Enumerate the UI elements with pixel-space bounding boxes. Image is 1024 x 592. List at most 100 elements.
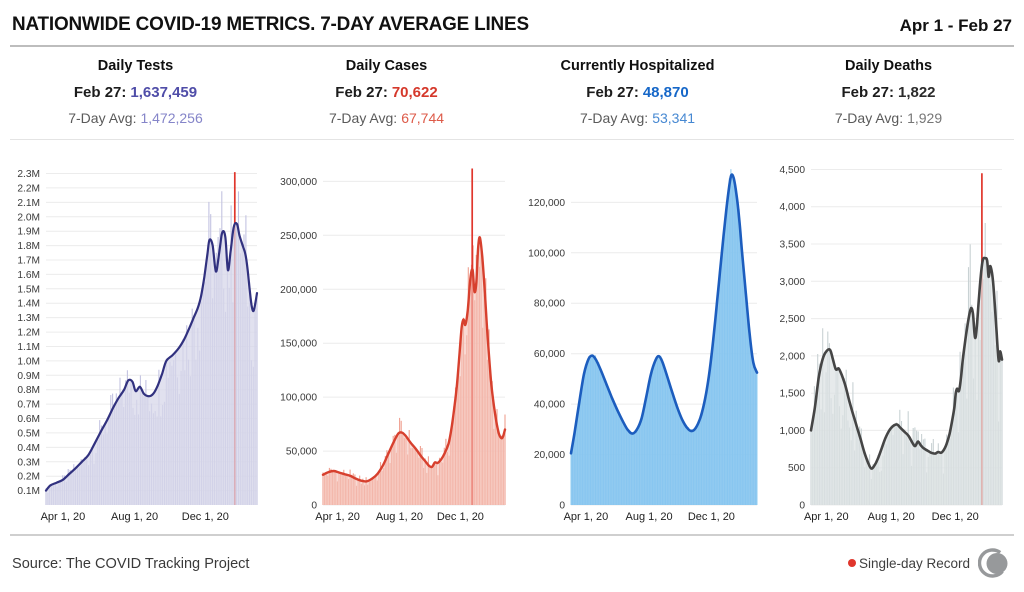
header: NATIONWIDE COVID-19 METRICS. 7-DAY AVERA… bbox=[10, 0, 1014, 47]
svg-text:1.6M: 1.6M bbox=[17, 270, 40, 281]
svg-text:Apr 1, 20: Apr 1, 20 bbox=[564, 511, 609, 523]
svg-text:20,000: 20,000 bbox=[534, 450, 565, 461]
footer-legend: Single-day Record bbox=[847, 546, 1012, 580]
svg-text:Dec 1, 20: Dec 1, 20 bbox=[182, 511, 229, 523]
panel-latest-value: 1,822 bbox=[897, 84, 936, 101]
panel-date-label: Feb 27: bbox=[586, 84, 639, 101]
svg-text:0: 0 bbox=[799, 501, 805, 512]
chart-hospitalized: 0 20,000 40,000 60,000 80,000 100,000 120,000 A… bbox=[517, 152, 769, 532]
svg-text:Apr 1, 20: Apr 1, 20 bbox=[41, 511, 86, 523]
daily-cases-area-chart: 0 50,000 100,000 150,000 200,000 250,000 300,0… bbox=[280, 168, 507, 523]
chart-daily-tests: 0.1M 0.2M 0.3M 0.4M 0.5M 0.6M 0.7M 0.8M 0.9M 1.0M… bbox=[10, 152, 269, 532]
svg-text:0.9M: 0.9M bbox=[17, 371, 40, 382]
svg-text:2,000: 2,000 bbox=[780, 351, 806, 362]
single-day-record-legend: Single-day Record bbox=[847, 555, 970, 571]
svg-text:2.0M: 2.0M bbox=[17, 212, 40, 223]
svg-text:2.3M: 2.3M bbox=[17, 169, 40, 180]
svg-text:150,000: 150,000 bbox=[280, 339, 317, 350]
svg-text:80,000: 80,000 bbox=[534, 299, 565, 310]
svg-text:Aug 1, 20: Aug 1, 20 bbox=[626, 511, 673, 523]
svg-text:Aug 1, 20: Aug 1, 20 bbox=[111, 511, 158, 523]
svg-text:2.2M: 2.2M bbox=[17, 183, 40, 194]
area-fill bbox=[571, 174, 757, 505]
avg-line bbox=[569, 173, 759, 455]
page-title: NATIONWIDE COVID-19 METRICS. 7-DAY AVERA… bbox=[12, 13, 529, 35]
y-axis: 0.1M 0.2M 0.3M 0.4M 0.5M 0.6M 0.7M 0.8M 0.9M 1.0M… bbox=[17, 169, 257, 497]
date-range: Apr 1 - Feb 27 bbox=[899, 16, 1012, 35]
svg-text:0.1M: 0.1M bbox=[17, 486, 40, 497]
stat-panel-hospitalized: Currently Hospitalized Feb 27: 48,870 7-D… bbox=[512, 58, 763, 126]
svg-text:1.9M: 1.9M bbox=[17, 227, 40, 238]
stats-row: Daily Tests Feb 27: 1,637,459 7-Day Avg: 1… bbox=[10, 47, 1014, 140]
svg-text:0: 0 bbox=[559, 501, 565, 512]
svg-text:1.8M: 1.8M bbox=[17, 241, 40, 252]
svg-text:Dec 1, 20: Dec 1, 20 bbox=[437, 511, 484, 523]
charts-row: 0.1M 0.2M 0.3M 0.4M 0.5M 0.6M 0.7M 0.8M 0.9M 1.0M… bbox=[10, 140, 1014, 532]
svg-text:1.2M: 1.2M bbox=[17, 328, 40, 339]
daily-deaths-area-chart: 0 500 1,000 1,500 2,000 2,500 3,000 3,500 4,000 4… bbox=[780, 165, 1004, 523]
panel-avg-label: 7-Day Avg: bbox=[579, 110, 649, 126]
svg-text:Apr 1, 20: Apr 1, 20 bbox=[315, 511, 360, 523]
svg-text:Apr 1, 20: Apr 1, 20 bbox=[804, 511, 849, 523]
svg-text:0.5M: 0.5M bbox=[17, 428, 40, 439]
svg-text:Aug 1, 20: Aug 1, 20 bbox=[376, 511, 423, 523]
svg-text:Dec 1, 20: Dec 1, 20 bbox=[932, 511, 979, 523]
x-axis: Apr 1, 20 Aug 1, 20 Dec 1, 20 bbox=[564, 511, 735, 523]
svg-text:100,000: 100,000 bbox=[528, 248, 565, 259]
svg-text:2,500: 2,500 bbox=[780, 314, 806, 325]
panel-date-label: Feb 27: bbox=[73, 84, 127, 101]
x-axis: Apr 1, 20 Aug 1, 20 Dec 1, 20 bbox=[804, 511, 979, 523]
panel-avg-label: 7-Day Avg: bbox=[328, 110, 398, 126]
svg-text:0.2M: 0.2M bbox=[17, 472, 40, 483]
svg-text:300,000: 300,000 bbox=[280, 177, 317, 188]
source-credit: Source: The COVID Tracking Project bbox=[12, 554, 250, 572]
svg-text:1.5M: 1.5M bbox=[17, 284, 40, 295]
record-dot-icon bbox=[847, 559, 856, 567]
svg-text:4,500: 4,500 bbox=[780, 165, 806, 176]
x-axis: Apr 1, 20 Aug 1, 20 Dec 1, 20 bbox=[315, 511, 484, 523]
svg-text:Dec 1, 20: Dec 1, 20 bbox=[688, 511, 735, 523]
svg-text:0.4M: 0.4M bbox=[17, 443, 40, 454]
panel-latest-value: 48,870 bbox=[642, 84, 689, 101]
svg-text:1.1M: 1.1M bbox=[17, 342, 40, 353]
stat-panel-daily-cases: Daily Cases Feb 27: 70,622 7-Day Avg: 67,7… bbox=[261, 58, 512, 126]
svg-text:0.7M: 0.7M bbox=[17, 400, 40, 411]
panel-title: Daily Cases bbox=[345, 58, 428, 74]
svg-text:500: 500 bbox=[788, 463, 805, 474]
svg-text:3,500: 3,500 bbox=[780, 240, 806, 251]
area-fill bbox=[811, 257, 1002, 505]
svg-text:0: 0 bbox=[311, 501, 317, 512]
avg-line bbox=[44, 221, 259, 492]
footer: Source: The COVID Tracking Project Singl… bbox=[10, 534, 1014, 580]
panel-avg-label: 7-Day Avg: bbox=[68, 110, 137, 126]
area-fill bbox=[46, 223, 257, 505]
panel-title: Daily Deaths bbox=[844, 58, 933, 74]
svg-text:120,000: 120,000 bbox=[528, 198, 565, 209]
panel-avg-value: 67,744 bbox=[401, 110, 445, 126]
hospitalized-area-chart: 0 20,000 40,000 60,000 80,000 100,000 120,000 A… bbox=[528, 169, 759, 523]
svg-text:3,000: 3,000 bbox=[780, 277, 806, 288]
panel-date-label: Feb 27: bbox=[841, 84, 894, 101]
covid-metrics-dashboard: NATIONWIDE COVID-19 METRICS. 7-DAY AVERA… bbox=[10, 0, 1014, 580]
avg-line bbox=[321, 236, 507, 483]
stat-panel-daily-tests: Daily Tests Feb 27: 1,637,459 7-Day Avg: 1… bbox=[10, 58, 261, 126]
panel-title: Daily Tests bbox=[97, 58, 174, 74]
record-legend-label: Single-day Record bbox=[858, 555, 970, 571]
svg-text:60,000: 60,000 bbox=[534, 349, 565, 360]
svg-text:0.6M: 0.6M bbox=[17, 414, 40, 425]
svg-text:1.4M: 1.4M bbox=[17, 299, 40, 310]
avg-line bbox=[809, 256, 1004, 470]
daily-tests-area-chart: 0.1M 0.2M 0.3M 0.4M 0.5M 0.6M 0.7M 0.8M 0.9M 1.0M… bbox=[17, 169, 259, 523]
svg-text:1.3M: 1.3M bbox=[17, 313, 40, 324]
panel-avg-value: 53,341 bbox=[652, 110, 696, 126]
svg-text:Aug 1, 20: Aug 1, 20 bbox=[868, 511, 915, 523]
svg-text:2.1M: 2.1M bbox=[17, 198, 40, 209]
svg-text:1,000: 1,000 bbox=[780, 426, 806, 437]
covid-tracking-project-logo-icon bbox=[978, 548, 1008, 578]
svg-text:1.0M: 1.0M bbox=[17, 356, 40, 367]
x-axis: Apr 1, 20 Aug 1, 20 Dec 1, 20 bbox=[41, 511, 229, 523]
panel-avg-label: 7-Day Avg: bbox=[834, 110, 904, 126]
svg-text:40,000: 40,000 bbox=[534, 400, 565, 411]
svg-text:1.7M: 1.7M bbox=[17, 256, 40, 267]
svg-text:50,000: 50,000 bbox=[286, 447, 317, 458]
